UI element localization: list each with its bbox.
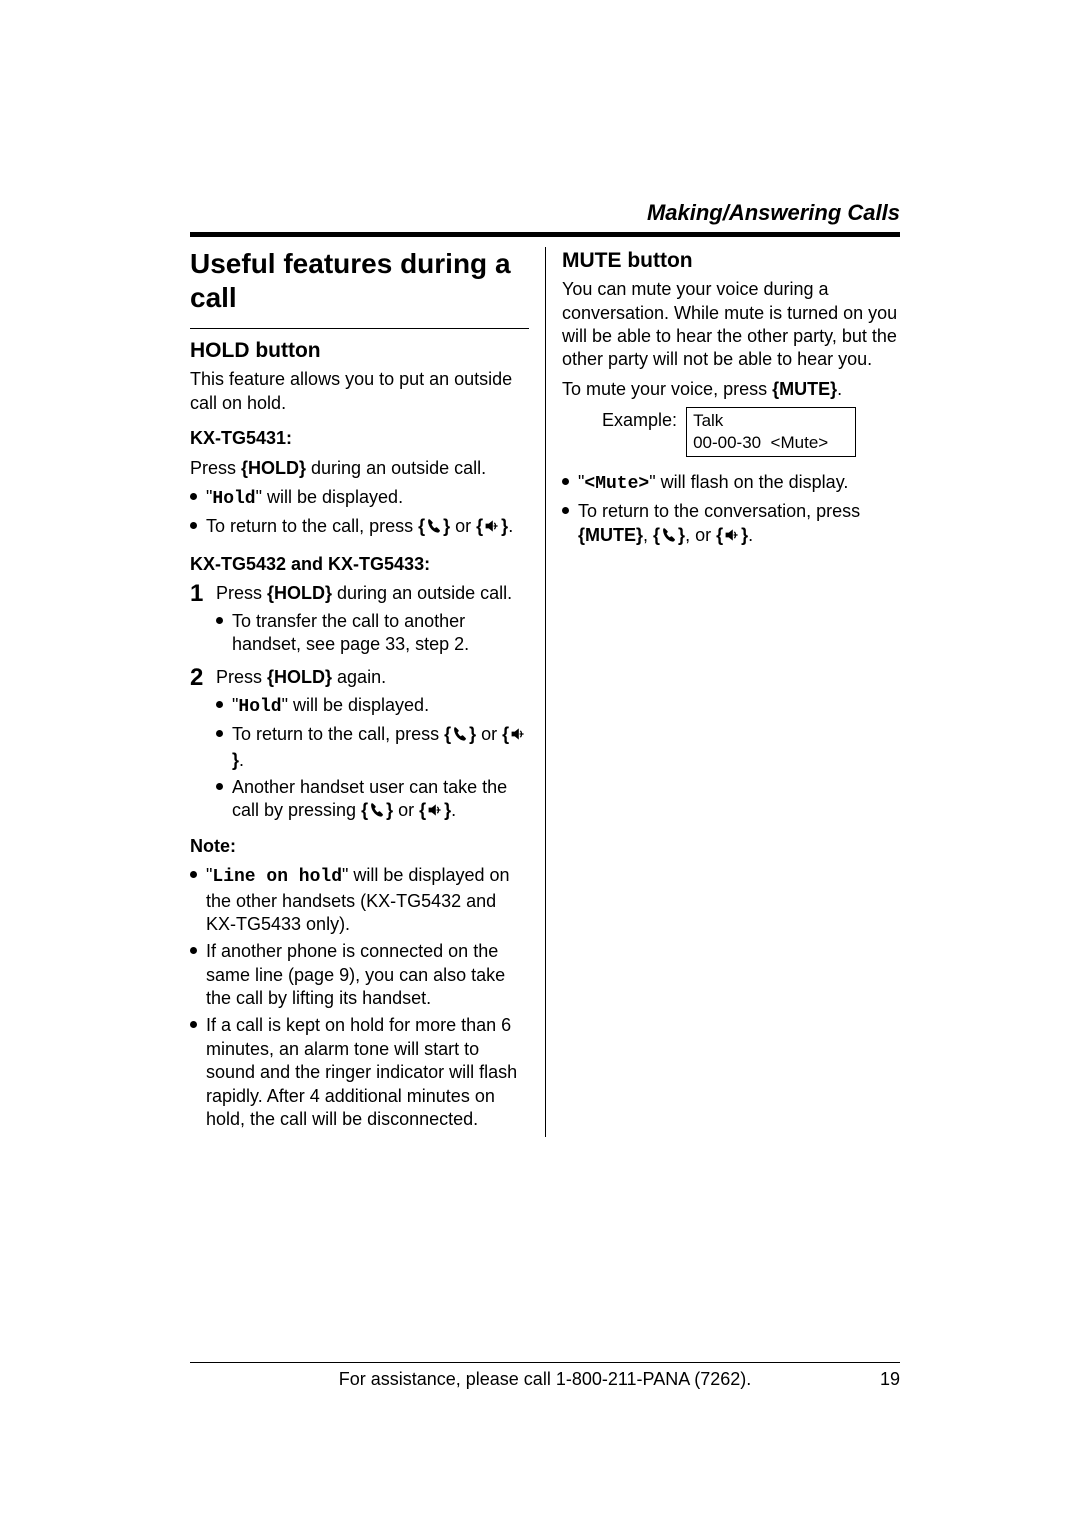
talk-icon [660,526,678,549]
mute-bullet-2: To return to the conversation, press {MU… [562,500,900,549]
example-label: Example: [602,407,677,432]
footer: For assistance, please call 1-800-211-PA… [190,1362,900,1390]
mute-example: Example: Talk 00-00-30 <Mute> [562,407,900,457]
model1-line: Press {HOLD} during an outside call. [190,457,529,480]
mute-p2: To mute your voice, press {MUTE}. [562,378,900,401]
speaker-icon [509,725,527,748]
mute-heading: MUTE button [562,247,900,274]
note-2: If another phone is connected on the sam… [190,940,529,1010]
model1-bullet-1: "Hold" will be displayed. [190,486,529,511]
speaker-icon [483,517,501,540]
talk-icon [425,517,443,540]
step2-bullet-2: To return to the call, press {} or {}. [216,723,529,772]
mute-bullet-1: "<Mute>" will flash on the display. [562,471,900,496]
step2-bullet-1: "Hold" will be displayed. [216,694,529,719]
hold-heading: HOLD button [190,337,529,364]
header-rule [190,232,900,237]
column-left: Useful features during a call HOLD butto… [190,247,545,1137]
mute-p1: You can mute your voice during a convers… [562,278,900,372]
note-label: Note: [190,835,529,858]
divider [190,328,529,329]
note-3: If a call is kept on hold for more than … [190,1014,529,1131]
footer-text: For assistance, please call 1-800-211-PA… [339,1369,752,1390]
talk-icon [368,801,386,824]
talk-icon [451,725,469,748]
model1-bullet-2: To return to the call, press {} or {}. [190,515,529,540]
breadcrumb: Making/Answering Calls [190,200,900,232]
lcd-display: Talk 00-00-30 <Mute> [686,407,856,457]
note-1: "Line on hold" will be displayed on the … [190,864,529,936]
step-2: Press {HOLD} again. "Hold" will be displ… [190,666,529,824]
step-1: Press {HOLD} during an outside call. To … [190,582,529,656]
model-label-2: KX-TG5432 and KX-TG5433: [190,553,529,576]
model-label-1: KX-TG5431: [190,427,529,450]
step2-bullet-3: Another handset user can take the call b… [216,776,529,825]
hold-intro: This feature allows you to put an outsid… [190,368,529,415]
step1-bullet: To transfer the call to another handset,… [216,610,529,657]
page-title: Useful features during a call [190,247,529,314]
page-number: 19 [880,1369,900,1390]
column-right: MUTE button You can mute your voice duri… [545,247,900,1137]
speaker-icon [723,526,741,549]
speaker-icon [426,801,444,824]
